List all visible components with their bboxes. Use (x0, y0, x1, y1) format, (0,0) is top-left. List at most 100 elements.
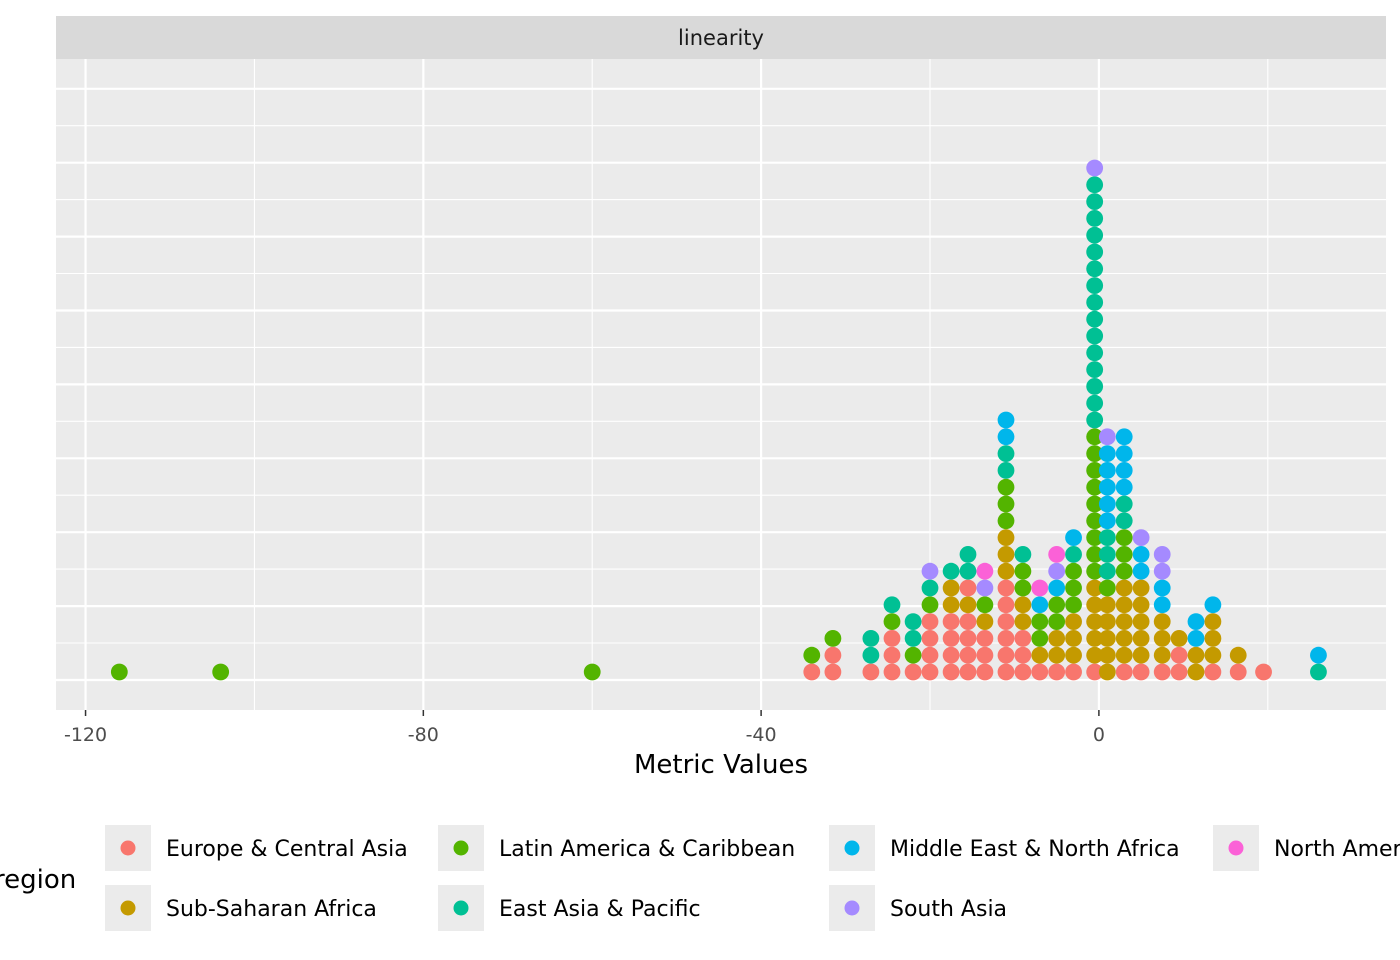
data-point (1132, 529, 1150, 546)
data-point (883, 596, 901, 614)
data-point (959, 663, 977, 681)
data-point (1132, 630, 1150, 647)
data-point (997, 579, 1015, 597)
data-point (921, 630, 939, 647)
legend-item: Europe & Central Asia (105, 825, 408, 871)
data-point (1086, 176, 1104, 194)
data-point (904, 613, 922, 630)
data-point (1014, 613, 1032, 630)
data-point (997, 428, 1015, 446)
data-point (1065, 562, 1082, 580)
data-point (1187, 630, 1205, 647)
data-point (1014, 630, 1032, 647)
data-point (997, 462, 1015, 479)
data-point (1187, 613, 1205, 630)
legend-label: East Asia & Pacific (499, 897, 701, 922)
data-point (997, 478, 1015, 496)
data-point (1048, 546, 1066, 563)
data-point (1115, 428, 1133, 446)
data-point (1115, 646, 1133, 664)
legend: Europe & Central Asia Latin America & Car… (105, 825, 1400, 931)
data-point (942, 596, 960, 614)
data-point (1153, 596, 1171, 614)
data-point (904, 630, 922, 647)
data-point (1098, 462, 1116, 479)
data-point (1048, 646, 1066, 664)
data-point (1310, 646, 1327, 664)
data-point (1086, 579, 1104, 597)
data-point (921, 646, 939, 664)
data-point (976, 646, 994, 664)
data-point (824, 646, 842, 664)
data-point (1065, 663, 1082, 681)
legend-item: Sub-Saharan Africa (105, 885, 377, 931)
data-point (1115, 630, 1133, 647)
data-point (959, 579, 977, 597)
data-point (1086, 478, 1104, 496)
data-point (583, 663, 601, 681)
data-point (976, 630, 994, 647)
data-point (1031, 630, 1049, 647)
data-point (1086, 646, 1104, 664)
legend-item: North America (1213, 825, 1400, 871)
data-point (1065, 579, 1082, 597)
data-point (883, 630, 901, 647)
data-point (1065, 613, 1082, 630)
data-point (1031, 663, 1049, 681)
data-point (1115, 512, 1133, 530)
data-point (1098, 478, 1116, 496)
data-point (1115, 613, 1133, 630)
data-point (1048, 663, 1066, 681)
data-point (1086, 243, 1104, 261)
data-point (1255, 663, 1272, 681)
legend-swatch (844, 900, 860, 916)
data-point (1098, 613, 1116, 630)
data-point (1153, 663, 1171, 681)
data-point (1098, 579, 1116, 597)
data-point (997, 495, 1015, 513)
data-point (1098, 630, 1116, 647)
data-point (1086, 294, 1104, 311)
data-point (803, 663, 821, 681)
data-point (1065, 646, 1082, 664)
data-point (942, 562, 960, 580)
data-point (824, 663, 842, 681)
data-point (921, 562, 939, 580)
legend-label: Europe & Central Asia (166, 837, 408, 862)
legend-swatch (1228, 840, 1244, 856)
legend-label: Middle East & North Africa (890, 837, 1180, 862)
data-point (1310, 663, 1327, 681)
data-point (921, 613, 939, 630)
data-point (921, 596, 939, 614)
data-point (1132, 596, 1150, 614)
data-point (997, 529, 1015, 546)
legend-item: South Asia (829, 885, 1007, 931)
data-point (1098, 546, 1116, 563)
data-point (1153, 562, 1171, 580)
data-point (942, 613, 960, 630)
data-point (212, 663, 230, 681)
data-point (1086, 344, 1104, 362)
data-point (959, 562, 977, 580)
data-point (1065, 596, 1082, 614)
legend-label: Sub-Saharan Africa (166, 897, 377, 922)
x-tick-label: 0 (1093, 724, 1105, 746)
data-point (997, 630, 1015, 647)
data-point (1086, 512, 1104, 530)
data-point (1132, 562, 1150, 580)
data-point (1098, 428, 1116, 446)
data-point (942, 663, 960, 681)
data-point (1086, 562, 1104, 580)
data-point (1170, 646, 1188, 664)
data-point (997, 613, 1015, 630)
data-point (1115, 579, 1133, 597)
data-point (1086, 378, 1104, 395)
data-point (1065, 630, 1082, 647)
data-point (862, 630, 880, 647)
data-point (1187, 663, 1205, 681)
data-point (904, 663, 922, 681)
data-point (883, 663, 901, 681)
data-point (1086, 630, 1104, 647)
data-point (1048, 579, 1066, 597)
